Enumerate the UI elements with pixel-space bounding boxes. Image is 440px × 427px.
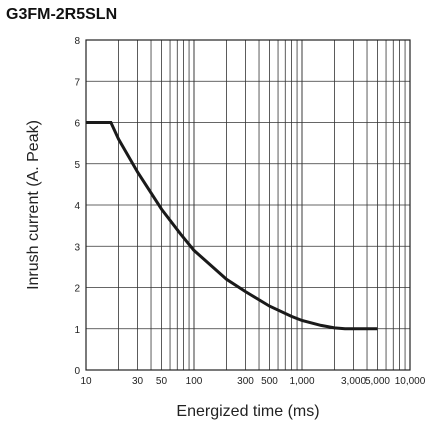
chart-title: G3FM-2R5SLN <box>6 6 118 23</box>
x-tick-label: 50 <box>156 376 168 387</box>
y-tick-label: 8 <box>74 36 80 47</box>
y-tick-label: 3 <box>74 242 80 253</box>
x-tick-label: 10,000 <box>395 376 426 387</box>
x-tick-label: 300 <box>237 376 254 387</box>
y-tick-label: 1 <box>74 325 80 336</box>
grid <box>85 39 411 371</box>
x-tick-label: 1,000 <box>289 376 314 387</box>
plot-frame <box>85 39 411 371</box>
y-tick-label: 7 <box>74 77 80 88</box>
x-tick-label: 100 <box>186 376 203 387</box>
x-tick-label: 500 <box>261 376 278 387</box>
y-tick-label: 2 <box>74 284 80 295</box>
inrush-curve <box>86 121 378 331</box>
x-tick-label: 5,000 <box>365 376 390 387</box>
x-tick-label: 10 <box>80 376 92 387</box>
x-tick-label: 30 <box>132 376 144 387</box>
y-tick-label: 0 <box>74 366 80 377</box>
y-tick-label: 6 <box>74 119 80 130</box>
y-axis-label: Inrush current (A. Peak) <box>25 120 42 290</box>
x-axis-label: Energized time (ms) <box>176 403 319 420</box>
x-tick-label: 3,000 <box>341 376 366 387</box>
y-tick-label: 5 <box>74 160 80 171</box>
y-tick-label: 4 <box>74 201 80 212</box>
